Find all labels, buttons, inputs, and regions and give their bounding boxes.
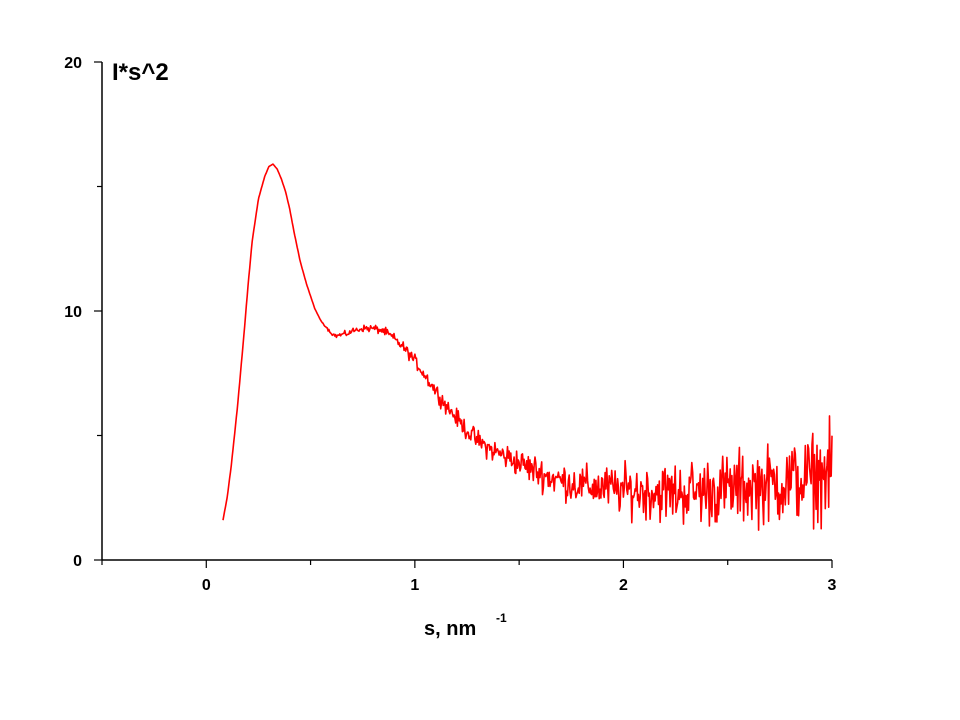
x-tick-label: 3 <box>828 577 837 594</box>
x-tick-label: 2 <box>619 577 628 594</box>
tick-labels: 0 1 2 3 0 10 20 <box>64 55 836 594</box>
x-axis-label-group: s, nm -1 <box>424 611 507 640</box>
series-group <box>222 163 833 531</box>
x-tick-label: 0 <box>202 577 211 594</box>
y-tick-label: 20 <box>64 55 82 72</box>
y-tick-label: 0 <box>73 553 82 570</box>
y-tick-label: 10 <box>64 304 82 321</box>
y-axis-label: I*s^2 <box>112 59 169 86</box>
series-line <box>222 163 833 531</box>
x-axis-label-superscript: -1 <box>496 611 507 625</box>
ticks <box>94 61 833 568</box>
axes <box>101 62 832 561</box>
x-axis-label: s, nm <box>424 618 476 640</box>
x-tick-label: 1 <box>410 577 419 594</box>
